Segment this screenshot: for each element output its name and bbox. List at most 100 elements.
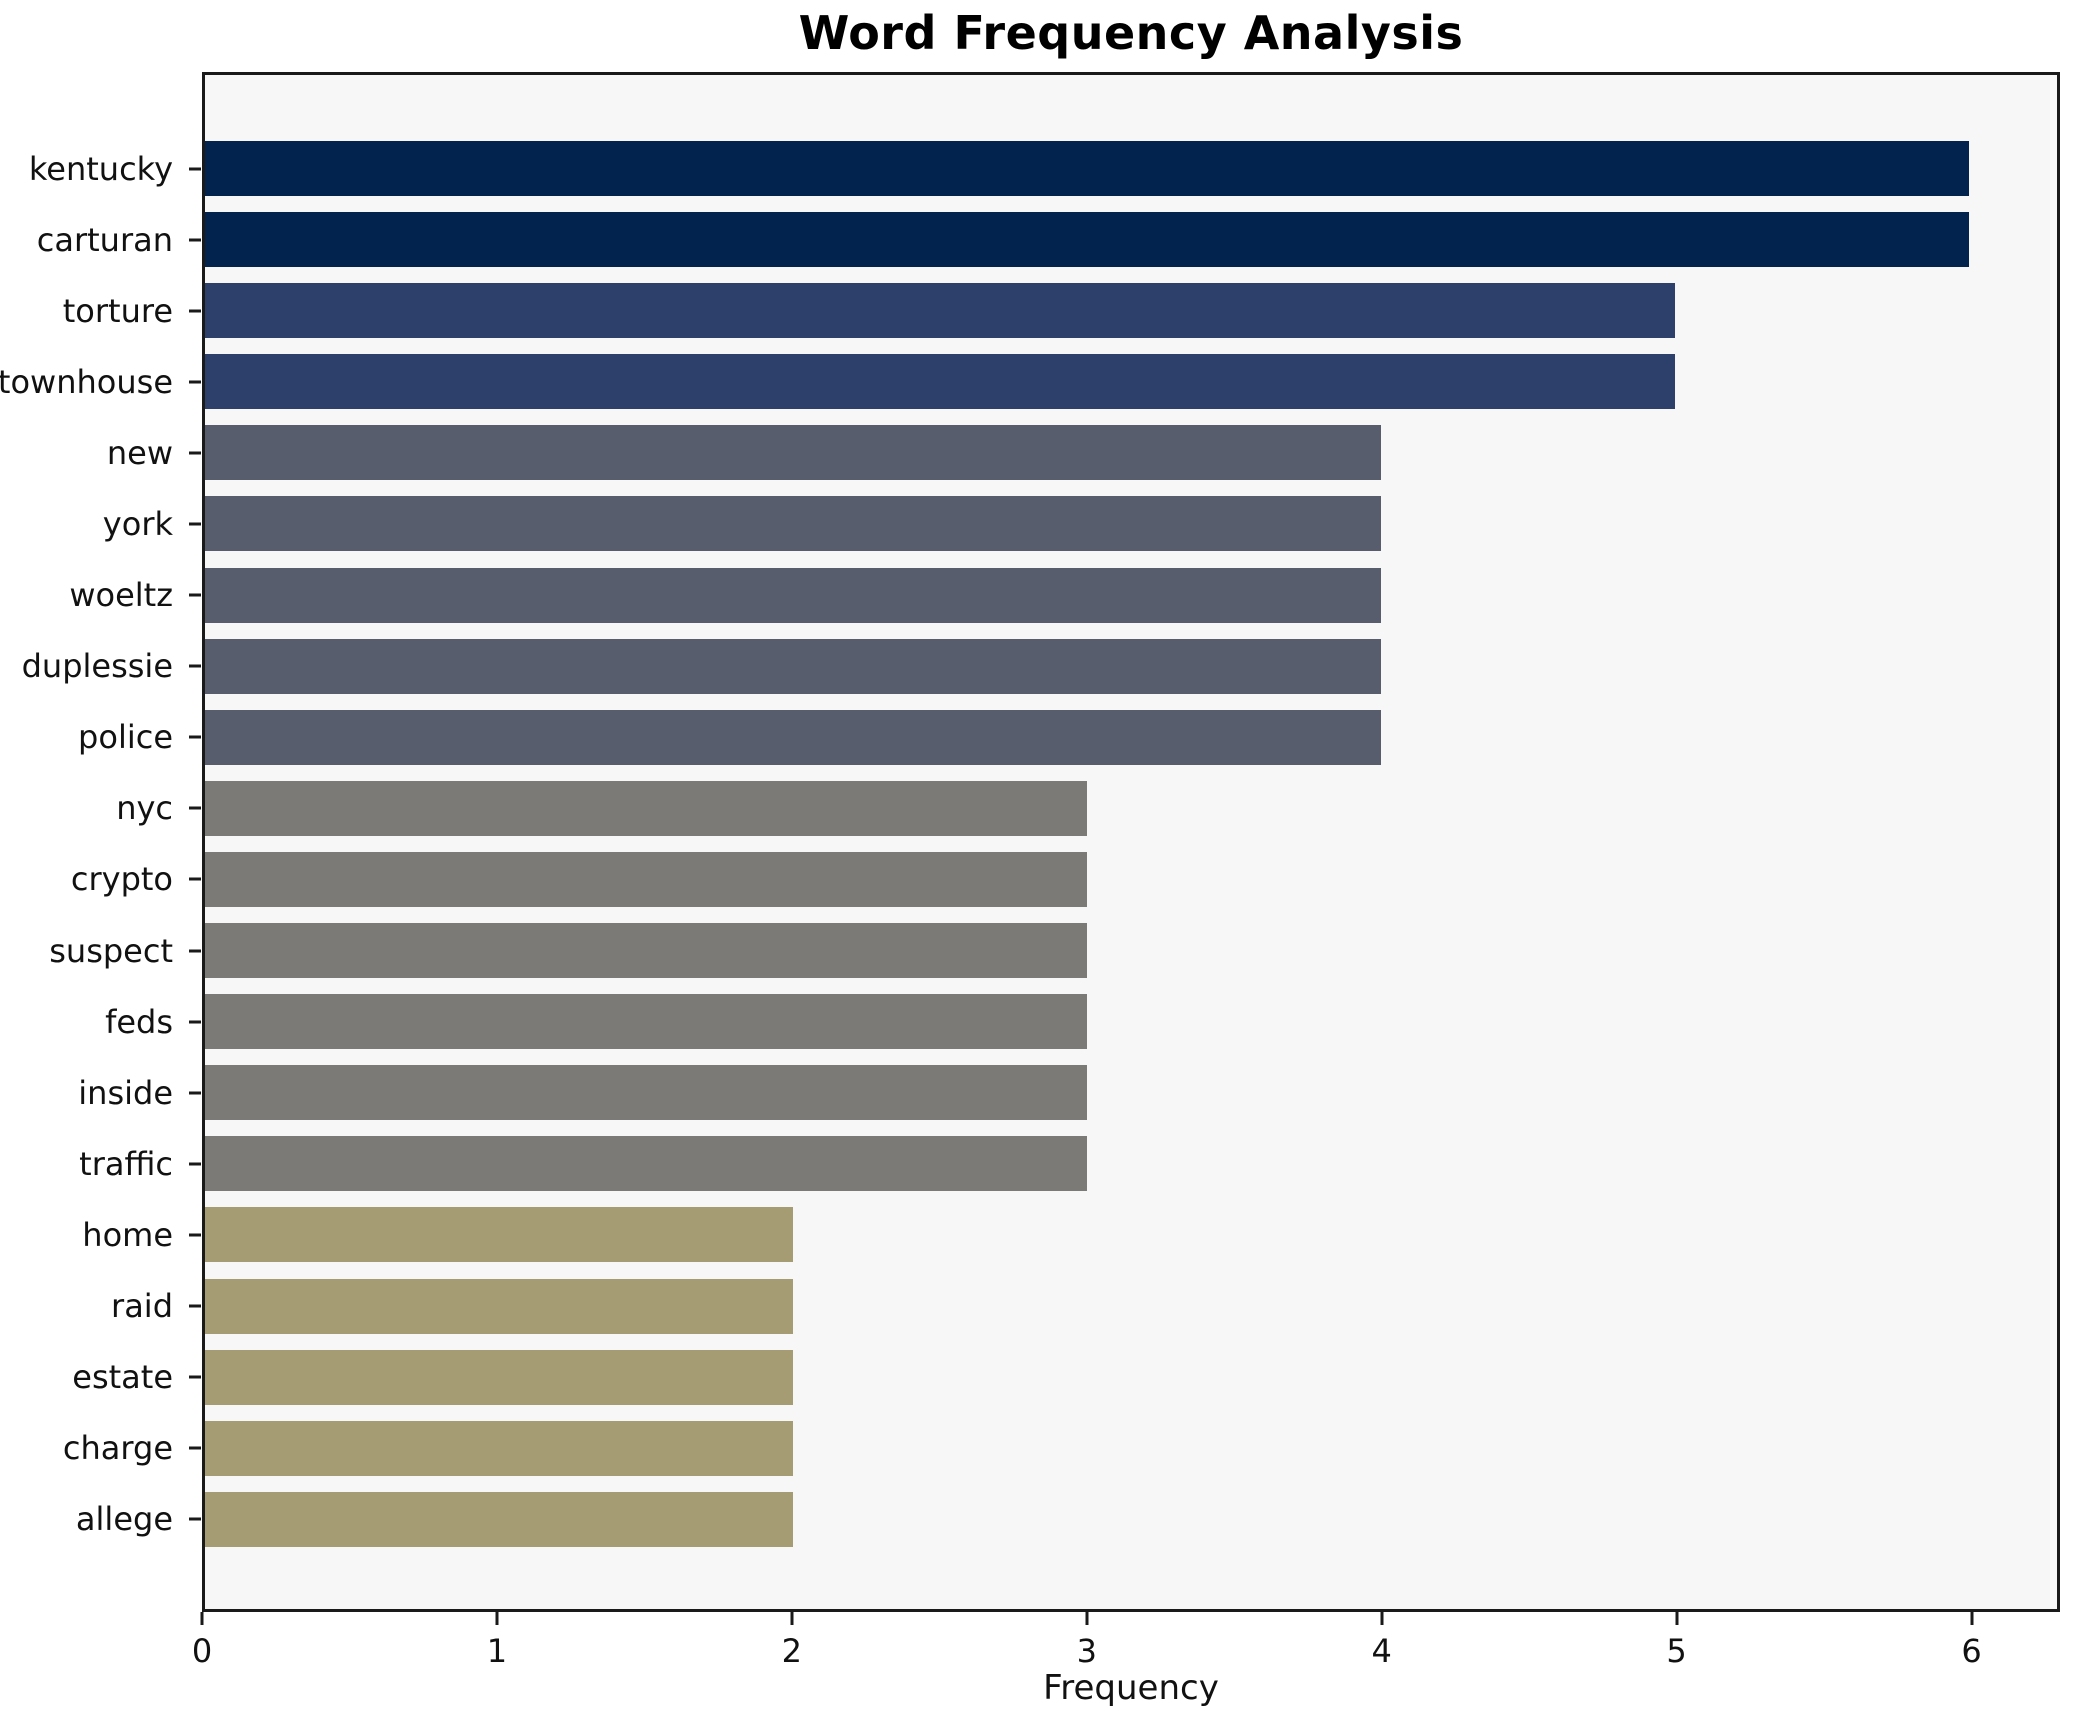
- y-tick-mark: [189, 309, 201, 313]
- bar-feds: [205, 994, 1087, 1050]
- y-tick-mark: [189, 949, 201, 953]
- y-axis-label: feds: [105, 1002, 173, 1041]
- bar-row: traffic: [79, 1136, 2057, 1192]
- y-tick-mark: [189, 167, 201, 170]
- y-tick-mark: [189, 1304, 201, 1308]
- y-tick-mark: [189, 806, 201, 810]
- y-axis-label: raid: [111, 1287, 173, 1325]
- bar-row: estate: [72, 1349, 2057, 1405]
- bar-row: torture: [63, 283, 2057, 339]
- x-tick-mark: [790, 1612, 794, 1625]
- bar-carturan: [205, 212, 1969, 268]
- bar-kentucky: [205, 141, 1969, 196]
- bar-row: woeltz: [69, 567, 2057, 623]
- y-axis-label: nyc: [116, 789, 173, 828]
- chart-title: Word Frequency Analysis: [798, 6, 1464, 60]
- y-axis-label: crypto: [70, 860, 173, 899]
- y-tick-mark: [189, 238, 201, 242]
- bar-row: carturan: [37, 212, 2057, 268]
- y-tick-mark: [189, 593, 201, 597]
- bar-row: police: [78, 709, 2057, 765]
- y-tick-mark: [189, 1517, 201, 1521]
- y-axis-label: estate: [72, 1358, 173, 1397]
- y-axis-label: traffic: [79, 1144, 173, 1183]
- y-tick-mark: [189, 1020, 201, 1024]
- bar-row: kentucky: [29, 141, 2057, 196]
- x-tick-label: 6: [1961, 1632, 1982, 1670]
- bar-row: feds: [105, 994, 2057, 1050]
- bar-row: townhouse: [0, 354, 2057, 410]
- y-axis-label: kentucky: [28, 149, 173, 188]
- bar-row: inside: [78, 1065, 2057, 1121]
- bar-police: [205, 709, 1381, 765]
- y-tick-mark: [189, 877, 201, 881]
- x-tick-mark: [495, 1612, 499, 1625]
- y-axis-label: charge: [62, 1429, 173, 1468]
- x-tick-label: 2: [781, 1632, 803, 1670]
- bars-container: kentucky carturan torture townhouse new york w…: [0, 75, 2057, 1609]
- y-tick-mark: [189, 451, 201, 455]
- y-axis-label: york: [102, 504, 173, 543]
- bar-inside: [205, 1065, 1087, 1121]
- y-axis-label: woeltz: [69, 576, 173, 615]
- bar-townhouse: [205, 354, 1675, 410]
- bar-suspect: [205, 923, 1087, 979]
- bar-nyc: [205, 780, 1087, 836]
- bar-row: nyc: [116, 780, 2057, 836]
- x-tick-label: 1: [486, 1632, 508, 1670]
- x-tick-label: 3: [1076, 1632, 1097, 1670]
- y-tick-mark: [189, 380, 201, 384]
- y-tick-mark: [189, 1162, 201, 1166]
- bar-charge: [205, 1420, 793, 1476]
- bar-row: raid: [111, 1278, 2057, 1334]
- bar-row: allege: [76, 1491, 2057, 1547]
- y-axis-label: police: [78, 718, 173, 757]
- y-axis-label: allege: [75, 1500, 173, 1539]
- y-tick-mark: [189, 1233, 201, 1237]
- bar-raid: [205, 1278, 793, 1334]
- y-axis-label: torture: [62, 291, 173, 330]
- y-axis-label: suspect: [49, 931, 173, 970]
- plot-area: kentucky carturan torture townhouse new york w…: [0, 72, 2060, 1612]
- bar-row: suspect: [49, 923, 2057, 979]
- x-tick-mark: [1675, 1612, 1679, 1625]
- x-tick-mark: [200, 1612, 204, 1625]
- bar-traffic: [205, 1136, 1087, 1192]
- bar-row: crypto: [71, 851, 2057, 907]
- y-tick-mark: [189, 522, 201, 526]
- x-axis-title: Frequency: [1043, 1668, 1219, 1708]
- x-tick-mark: [1380, 1612, 1384, 1625]
- x-axis: 0 1 2 3 4 5 6: [192, 1612, 2060, 1692]
- y-tick-mark: [189, 1446, 201, 1450]
- x-tick-label: 0: [191, 1632, 213, 1670]
- x-tick-label: 4: [1371, 1632, 1392, 1670]
- x-tick-label: 5: [1666, 1632, 1687, 1670]
- bar-estate: [205, 1349, 793, 1405]
- y-axis-label: new: [106, 433, 173, 472]
- bar-row: new: [107, 425, 2057, 481]
- y-axis-label: carturan: [36, 220, 173, 259]
- bar-row: duplessie: [22, 638, 2057, 694]
- x-tick-mark: [1970, 1612, 1974, 1625]
- bar-york: [205, 496, 1381, 552]
- x-tick-mark: [1085, 1612, 1089, 1625]
- bar-duplessie: [205, 638, 1381, 694]
- bar-home: [205, 1207, 793, 1263]
- bar-row: york: [103, 496, 2057, 552]
- y-tick-mark: [189, 664, 201, 668]
- y-axis-label: home: [82, 1215, 173, 1254]
- bar-row: home: [82, 1207, 2057, 1263]
- bar-torture: [205, 283, 1675, 339]
- y-axis-label: duplessie: [21, 647, 173, 686]
- y-tick-mark: [189, 1091, 201, 1095]
- bar-crypto: [205, 851, 1087, 907]
- y-tick-mark: [189, 735, 201, 739]
- bar-woeltz: [205, 567, 1381, 623]
- bar-allege: [205, 1491, 793, 1547]
- bar-row: charge: [63, 1420, 2057, 1476]
- bar-new: [205, 425, 1381, 481]
- y-axis-label: townhouse: [0, 362, 173, 401]
- y-tick-mark: [189, 1375, 201, 1379]
- y-axis-label: inside: [78, 1073, 173, 1112]
